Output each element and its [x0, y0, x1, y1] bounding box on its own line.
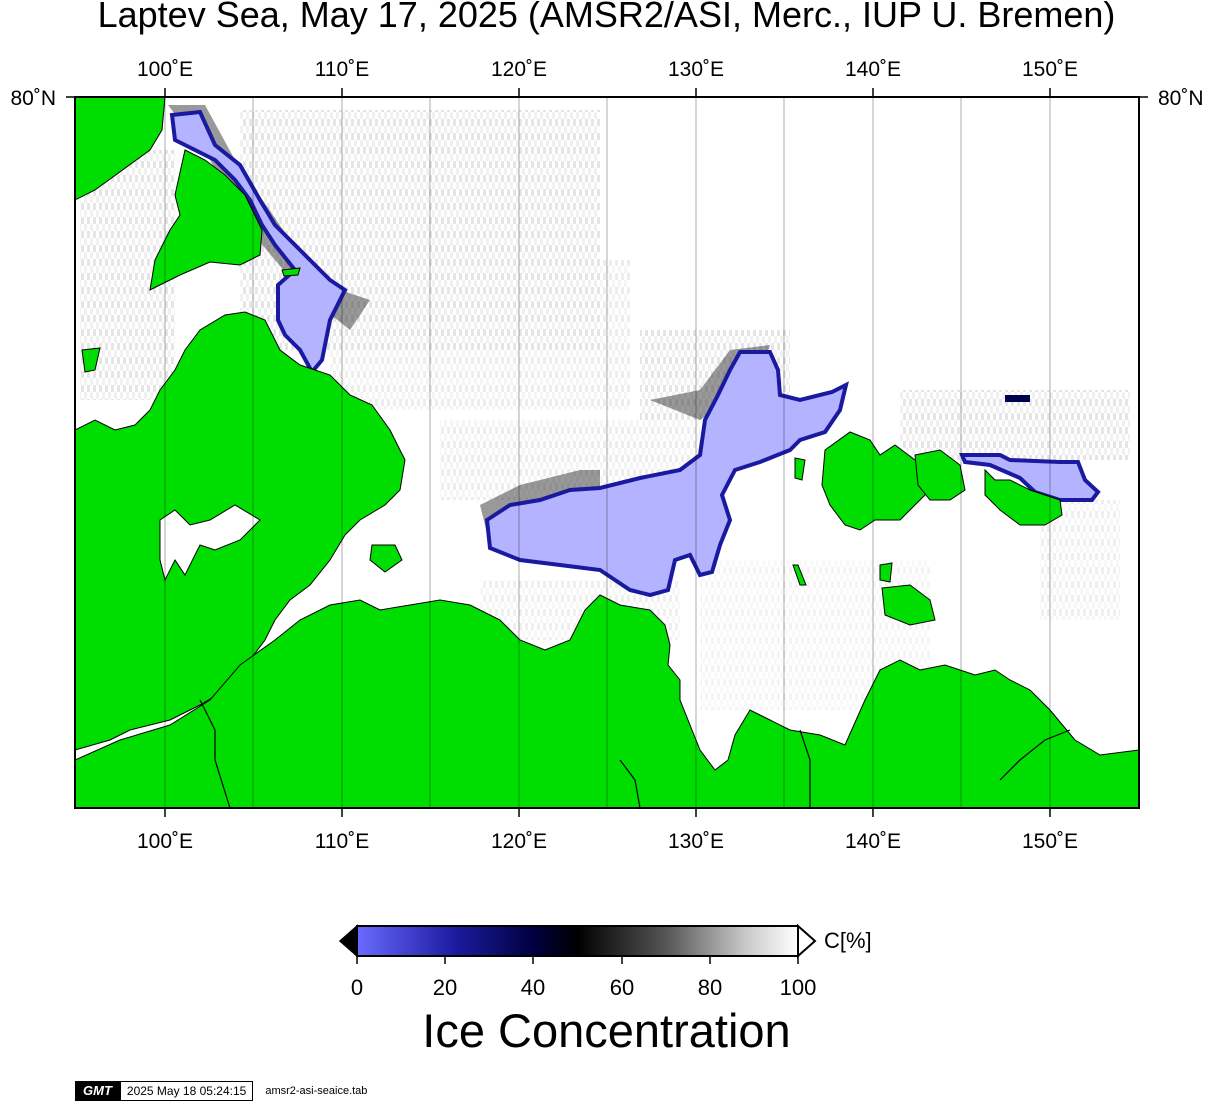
footer: GMT 2025 May 18 05:24:15 amsr2-asi-seaic… [75, 1081, 367, 1101]
colorbar-tick-80: 80 [697, 975, 723, 1000]
colorbar [338, 923, 817, 964]
colorbar-low-triangle [338, 924, 358, 958]
colorbar-unit: C[%] [824, 928, 872, 953]
colorbar-tick-100: 100 [779, 975, 817, 1000]
lon-label-bottom-150: 150˚E [1022, 830, 1078, 853]
colorbar-tick-60: 60 [609, 975, 635, 1000]
gmt-logo: GMT [75, 1081, 120, 1101]
lon-label-top-140: 140˚E [845, 58, 901, 81]
colorbar-title: Ice Concentration [422, 1004, 791, 1057]
lon-label-bottom-120: 120˚E [491, 830, 547, 853]
map-title: Laptev Sea, May 17, 2025 (AMSR2/ASI, Mer… [97, 0, 1116, 35]
lon-label-top-150: 150˚E [1022, 58, 1078, 81]
colorbar-tick-0: 0 [350, 975, 364, 1000]
lon-label-top-100: 100˚E [137, 58, 193, 81]
timestamp: 2025 May 18 05:24:15 [119, 1081, 254, 1101]
lon-label-bottom-140: 140˚E [845, 830, 901, 853]
lat-label-right: 80˚N [1158, 87, 1204, 110]
colorbar-tick-20: 20 [432, 975, 458, 1000]
lon-label-top-130: 130˚E [668, 58, 724, 81]
lon-label-top-120: 120˚E [491, 58, 547, 81]
meridians [164, 97, 1051, 808]
rivers [199, 699, 1071, 808]
source-filename: amsr2-asi-seaice.tab [265, 1085, 368, 1097]
colorbar-high-triangle [797, 923, 817, 959]
colorbar-tick-40: 40 [520, 975, 546, 1000]
colorbar-gradient [356, 925, 799, 957]
lon-label-bottom-130: 130˚E [668, 830, 724, 853]
lon-label-top-110: 110˚E [315, 58, 369, 81]
lat-label-left: 80˚N [10, 87, 56, 110]
lon-label-bottom-110: 110˚E [315, 830, 369, 853]
map-border [74, 96, 1140, 809]
low-ice-concentration [169, 109, 1101, 598]
lon-label-bottom-100: 100˚E [137, 830, 193, 853]
